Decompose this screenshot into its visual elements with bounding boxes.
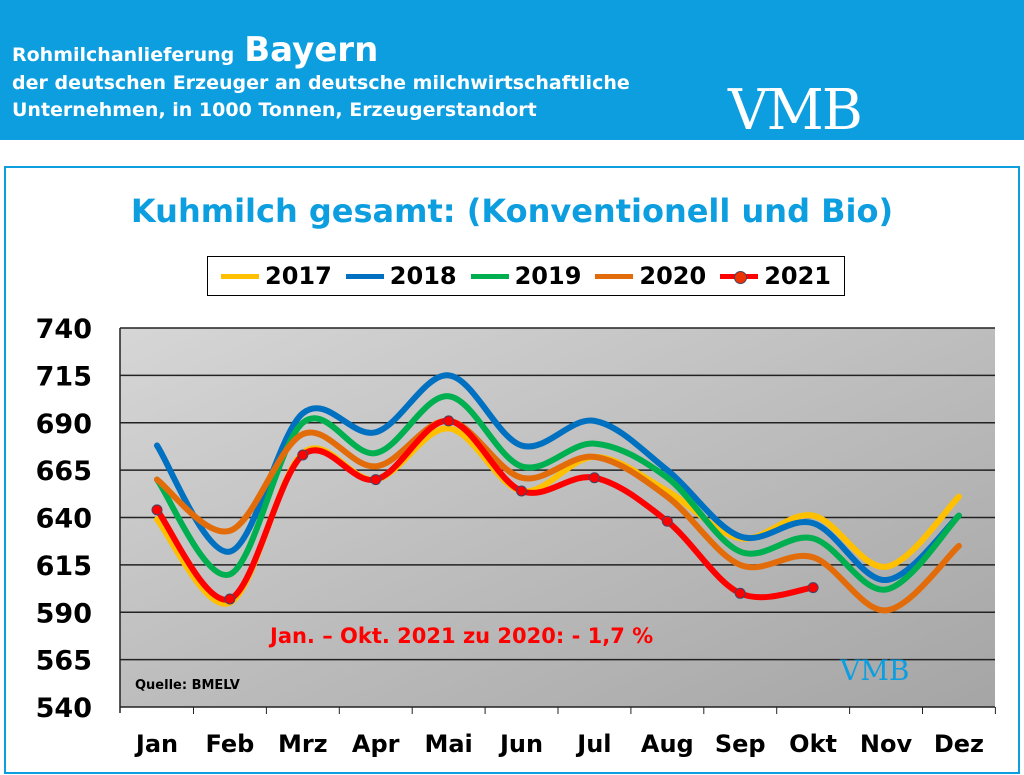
series-line-2019 bbox=[154, 393, 962, 593]
subtitle-line-2: Unternehmen, in 1000 Tonnen, Erzeugersta… bbox=[12, 99, 537, 121]
subtitle-line-1: der deutschen Erzeuger an deutsche milch… bbox=[12, 72, 630, 94]
legend-label: 2020 bbox=[639, 262, 707, 290]
x-tick-label: Jan bbox=[134, 730, 178, 758]
chart-title: Kuhmilch gesamt: (Konventionell und Bio) bbox=[130, 192, 894, 230]
watermark-logo: VMB bbox=[840, 654, 910, 687]
legend-swatch bbox=[221, 273, 259, 279]
data-point-2021 bbox=[734, 587, 746, 599]
legend-marker bbox=[734, 270, 748, 284]
data-point-2021 bbox=[443, 415, 455, 427]
y-tick-label: 640 bbox=[36, 504, 92, 535]
data-point-2021 bbox=[516, 485, 527, 497]
x-tick-label: Apr bbox=[352, 730, 400, 758]
data-point-2021 bbox=[588, 472, 600, 484]
x-tick-label: Jul bbox=[575, 730, 611, 758]
y-tick-label: 690 bbox=[36, 409, 92, 440]
data-point-2021 bbox=[807, 582, 819, 594]
header-title-text: Rohmilchanlieferung bbox=[12, 44, 235, 66]
x-tick-label: Mrz bbox=[278, 730, 328, 758]
chart-panel bbox=[4, 166, 1020, 774]
x-tick-label: Jun bbox=[498, 730, 543, 758]
source-note: Quelle: BMELV bbox=[135, 678, 240, 693]
header-region: Bayern bbox=[244, 30, 379, 70]
x-tick-label: Mai bbox=[424, 730, 472, 758]
x-tick-label: Feb bbox=[205, 730, 254, 758]
legend-swatch bbox=[345, 273, 384, 279]
series-line-2021 bbox=[154, 417, 817, 603]
legend-label: 2018 bbox=[389, 262, 457, 290]
data-point-2021 bbox=[224, 593, 236, 605]
legend-label: 2021 bbox=[764, 262, 831, 290]
data-point-2021 bbox=[297, 449, 309, 461]
legend-item-2018: 2018 bbox=[345, 262, 457, 290]
legend-item-2021: 2021 bbox=[720, 262, 831, 290]
x-tick-label: Aug bbox=[641, 730, 694, 758]
vmb-logo: VMB bbox=[728, 78, 863, 143]
legend: 2017 2018 2019 2020 2021 bbox=[207, 256, 845, 296]
y-tick-label: 565 bbox=[36, 646, 92, 677]
legend-swatch bbox=[595, 273, 634, 279]
y-tick-label: 715 bbox=[36, 361, 92, 392]
data-point-2021 bbox=[370, 474, 382, 486]
legend-item-2017: 2017 bbox=[221, 262, 332, 290]
header-subtitle: der deutschen Erzeuger an deutsche milch… bbox=[12, 70, 630, 124]
data-point-2021 bbox=[661, 515, 673, 527]
annotation: Jan. – Okt. 2021 zu 2020: - 1,7 % bbox=[270, 624, 654, 648]
y-tick-label: 590 bbox=[36, 598, 92, 629]
legend-label: 2019 bbox=[514, 262, 582, 290]
y-tick-label: 740 bbox=[36, 314, 92, 345]
legend-swatch bbox=[470, 273, 509, 279]
data-point-2021 bbox=[151, 504, 163, 516]
header-banner: Rohmilchanlieferung Bayern der deutschen … bbox=[0, 0, 1024, 143]
y-tick-label: 615 bbox=[36, 551, 92, 582]
legend-swatch bbox=[720, 270, 759, 284]
legend-item-2019: 2019 bbox=[470, 262, 582, 290]
x-tick-label: Nov bbox=[860, 730, 913, 758]
header-title: Rohmilchanlieferung Bayern bbox=[12, 30, 378, 70]
legend-item-2020: 2020 bbox=[595, 262, 706, 290]
x-tick-label: Sep bbox=[715, 730, 766, 758]
x-tick-label: Okt bbox=[789, 730, 837, 758]
y-tick-label: 665 bbox=[36, 456, 92, 487]
series-line-2020 bbox=[154, 417, 962, 614]
x-tick-label: Dez bbox=[934, 730, 984, 758]
legend-label: 2017 bbox=[265, 262, 332, 290]
y-tick-label: 540 bbox=[36, 693, 92, 724]
